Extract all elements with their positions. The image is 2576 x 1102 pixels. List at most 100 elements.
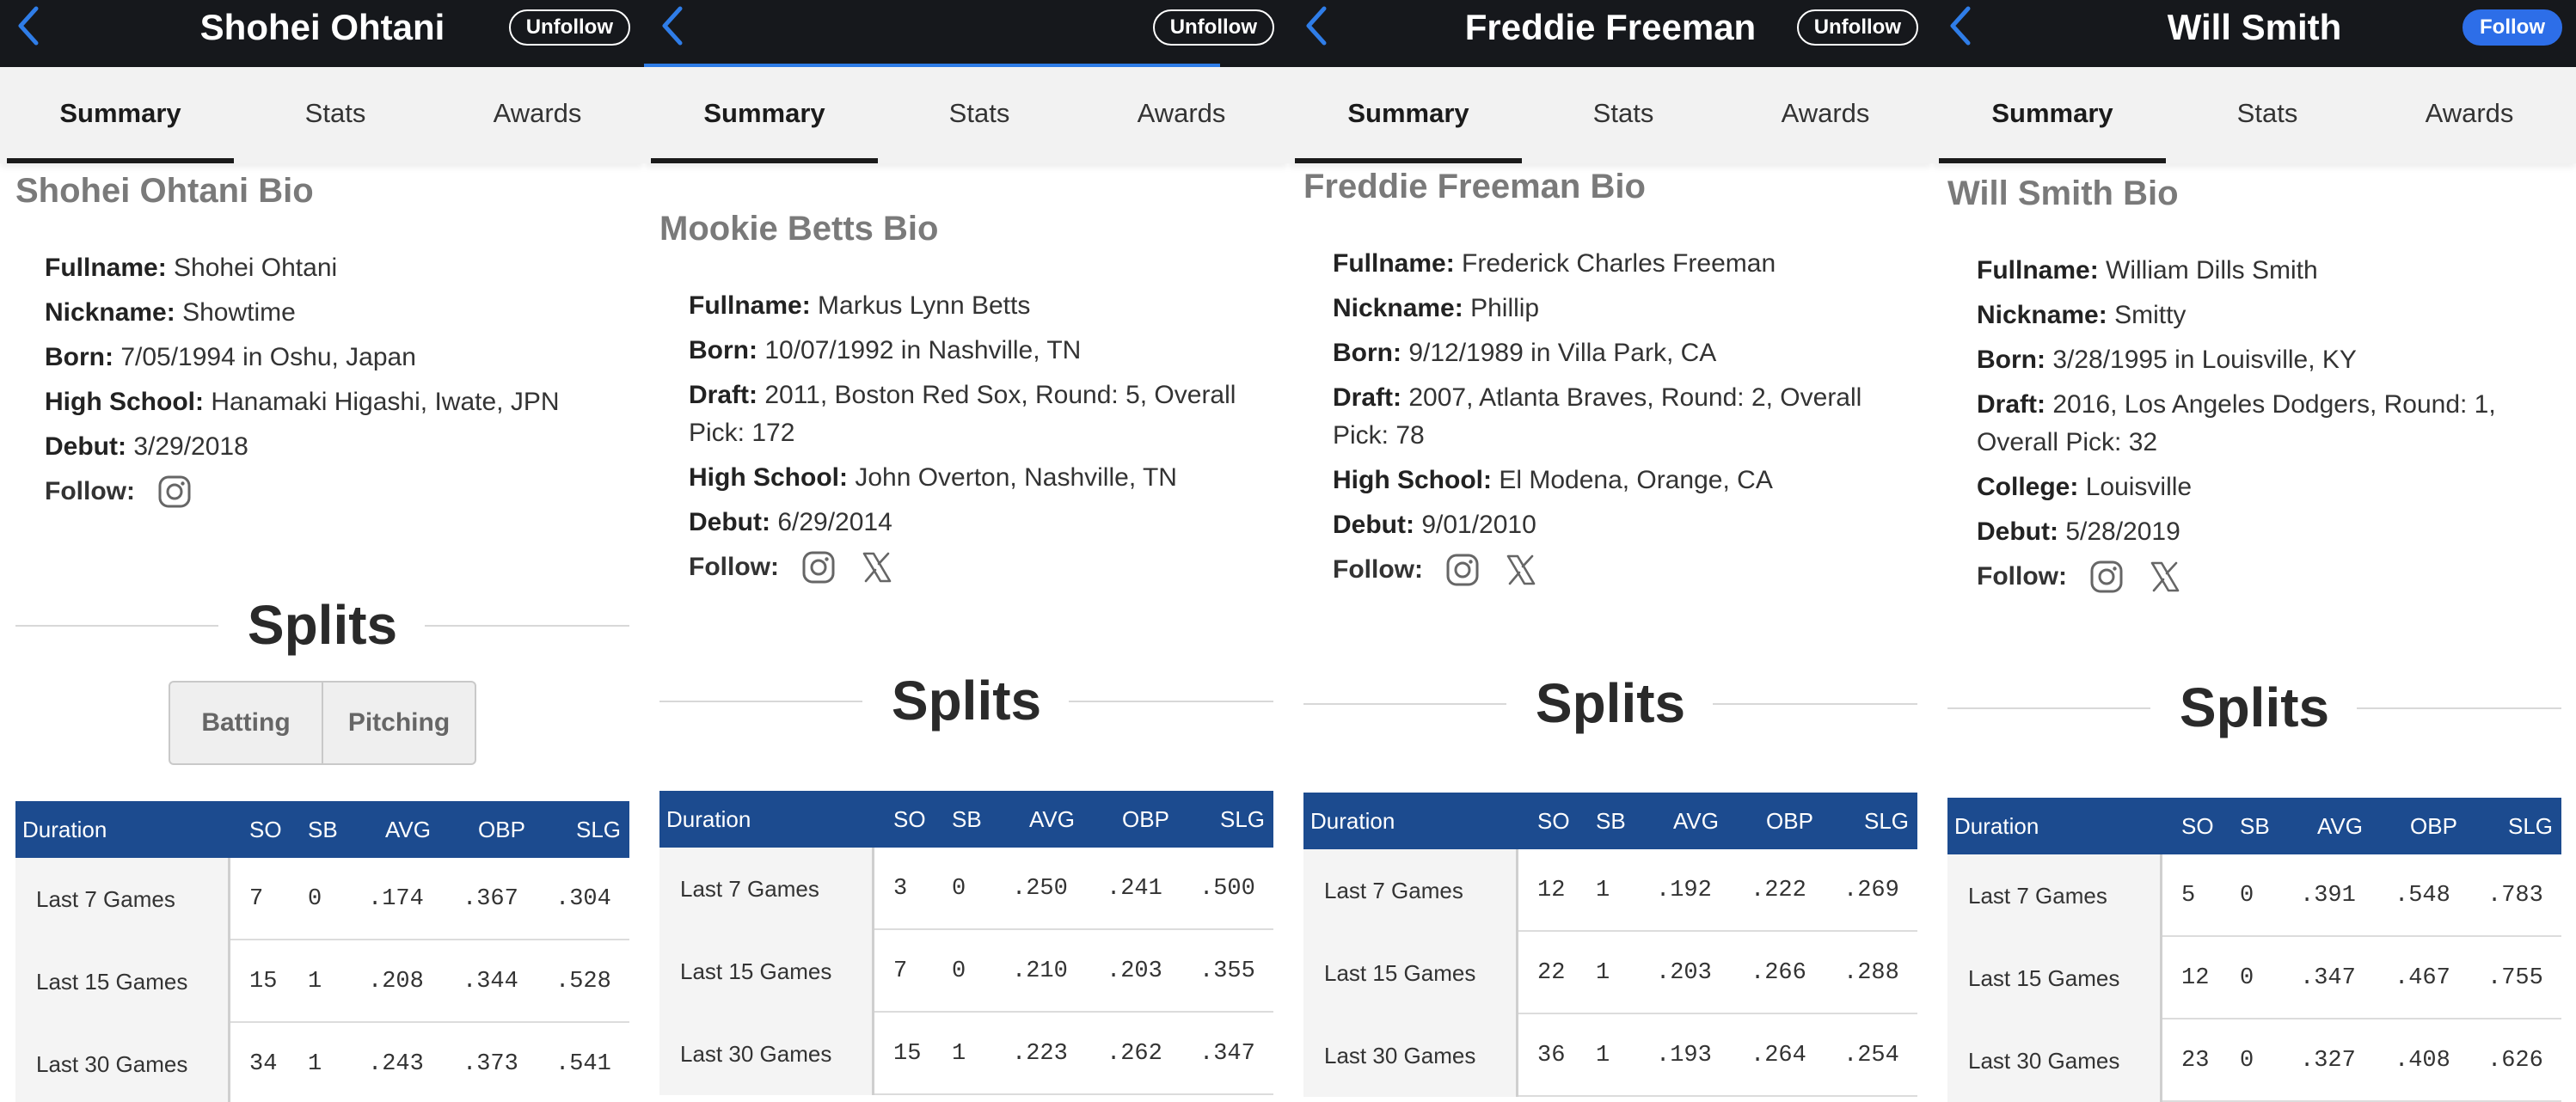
column-header-so: SO [893,806,926,832]
slg-cell: .783 [2487,883,2543,909]
bio-heading: Shohei Ohtani Bio [15,172,314,210]
active-tab-indicator [1939,158,2166,163]
instagram-icon[interactable] [801,550,836,585]
tab-awards[interactable]: Awards [493,98,582,128]
bio-value: William Dills Smith [2106,256,2318,285]
table-header: Duration SO SB AVG OBP SLG [659,791,1273,848]
bio-label: Draft: [1977,390,2045,419]
table-row: Last 30 Games 36 1 .193 .264 .254 [1303,1014,1917,1097]
unfollow-button[interactable]: Unfollow [1796,9,1918,46]
column-header-sb: SB [1596,808,1626,834]
table-row: Last 15 Games 12 0 .347 .467 .755 [1947,937,2561,1019]
obp-cell: .203 [1107,958,1162,984]
slg-cell: .347 [1199,1041,1255,1067]
tab-stats[interactable]: Stats [948,98,1010,128]
follow-row: Follow: [1333,551,1900,589]
obp-cell: .467 [2395,965,2450,991]
bio-list: Fullname: Frederick Charles Freeman Nickn… [1333,245,1900,589]
so-cell: 12 [1537,878,1566,903]
column-header-sb: SB [308,817,338,842]
splits-title: Splits [247,594,398,656]
column-header-so: SO [2181,813,2214,839]
active-tab-indicator [7,158,234,163]
tab-stats[interactable]: Stats [304,98,366,128]
column-header-slg: SLG [576,817,622,842]
batting-toggle-button[interactable]: Batting [201,708,291,737]
follow-label: Follow: [1333,555,1423,584]
bio-label: Fullname: [689,291,811,320]
table-row: Last 30 Games 34 1 .243 .373 .541 [15,1023,629,1102]
tab-summary[interactable]: Summary [1991,98,2113,128]
splits-table: Duration SO SB AVG OBP SLG Last 7 Games 7 0 .174.… [15,801,629,1102]
slg-cell: .355 [1199,958,1255,984]
bio-row: Born: 3/28/1995 in Louisville, KY [1977,341,2544,379]
split-type-toggle: Batting Pitching [169,681,476,765]
instagram-icon[interactable] [157,474,192,509]
bio-value: 3/28/1995 in Louisville, KY [2052,346,2357,374]
tab-summary[interactable]: Summary [59,98,181,128]
bio-list: Fullname: William Dills Smith Nickname: S… [1977,252,2544,596]
bio-row: Nickname: Smitty [1977,297,2544,334]
bio-label: Fullname: [1977,256,2099,285]
tab-summary[interactable]: Summary [703,98,825,128]
tab-bar: Summary Stats Awards [1932,67,2576,163]
bio-label: Born: [1333,339,1401,367]
bio-label: Fullname: [45,254,167,282]
bio-value: 2007, Atlanta Braves, Round: 2, Overall … [1333,383,1862,450]
active-tab-indicator [1295,158,1522,163]
back-icon[interactable] [12,2,46,50]
splits-title: Splits [891,670,1042,732]
instagram-icon[interactable] [2089,560,2124,594]
tab-awards[interactable]: Awards [1781,98,1870,128]
back-icon[interactable] [1300,2,1334,50]
x-icon[interactable] [1504,553,1538,587]
slg-cell: .288 [1843,960,1899,986]
bio-label: Nickname: [1977,301,2107,329]
bio-value: 10/07/1992 in Nashville, TN [764,336,1082,364]
follow-button[interactable]: Follow [2463,9,2562,46]
table-row: Last 7 Games 12 1 .192 .222 .269 [1303,849,1917,932]
avg-cell: .347 [2300,965,2356,991]
duration-cell: Last 7 Games [15,858,230,940]
slg-cell: .304 [555,886,611,912]
back-icon[interactable] [656,2,690,50]
column-header-avg: AVG [2317,813,2363,839]
unfollow-button[interactable]: Unfollow [508,9,630,46]
bio-label: High School: [45,388,204,416]
bio-row: Debut: 3/29/2018 [45,428,612,466]
tab-awards[interactable]: Awards [2425,98,2514,128]
x-icon[interactable] [860,550,894,585]
bio-label: Nickname: [1333,294,1463,322]
bio-list: Fullname: Markus Lynn Betts Born: 10/07/1… [689,287,1256,586]
bio-value: Hanamaki Higashi, Iwate, JPN [211,388,560,416]
bio-row: Draft: 2007, Atlanta Braves, Round: 2, O… [1333,379,1900,455]
table-header: Duration SO SB AVG OBP SLG [1947,798,2561,854]
tab-awards[interactable]: Awards [1137,98,1226,128]
column-header-slg: SLG [2508,813,2554,839]
bio-label: Born: [45,343,113,371]
divider-line [2357,707,2561,709]
column-header-avg: AVG [385,817,431,842]
bio-row: High School: John Overton, Nashville, TN [689,459,1256,497]
instagram-icon[interactable] [1445,553,1480,587]
avg-cell: .223 [1012,1041,1068,1067]
pitching-toggle-button[interactable]: Pitching [322,683,475,763]
bio-label: Draft: [1333,383,1401,412]
x-icon[interactable] [2148,560,2182,594]
bio-value: 6/29/2014 [777,508,892,536]
column-header-sb: SB [2240,813,2270,839]
avg-cell: .192 [1656,878,1712,903]
column-header-avg: AVG [1029,806,1075,832]
table-row: Last 7 Games 7 0 .174 .367 .304 [15,858,629,940]
bio-label: High School: [1333,466,1492,494]
unfollow-button[interactable]: Unfollow [1152,9,1274,46]
tab-stats[interactable]: Stats [1592,98,1654,128]
back-icon[interactable] [1944,2,1978,50]
tab-summary[interactable]: Summary [1347,98,1469,128]
column-header-obp: OBP [478,817,525,842]
tab-stats[interactable]: Stats [2236,98,2298,128]
avg-cell: .391 [2300,883,2356,909]
table-row: Last 30 Games 15 1 .223 .262 .347 [659,1013,1273,1095]
bio-heading: Will Smith Bio [1947,174,2179,212]
bio-row: College: Louisville [1977,468,2544,506]
